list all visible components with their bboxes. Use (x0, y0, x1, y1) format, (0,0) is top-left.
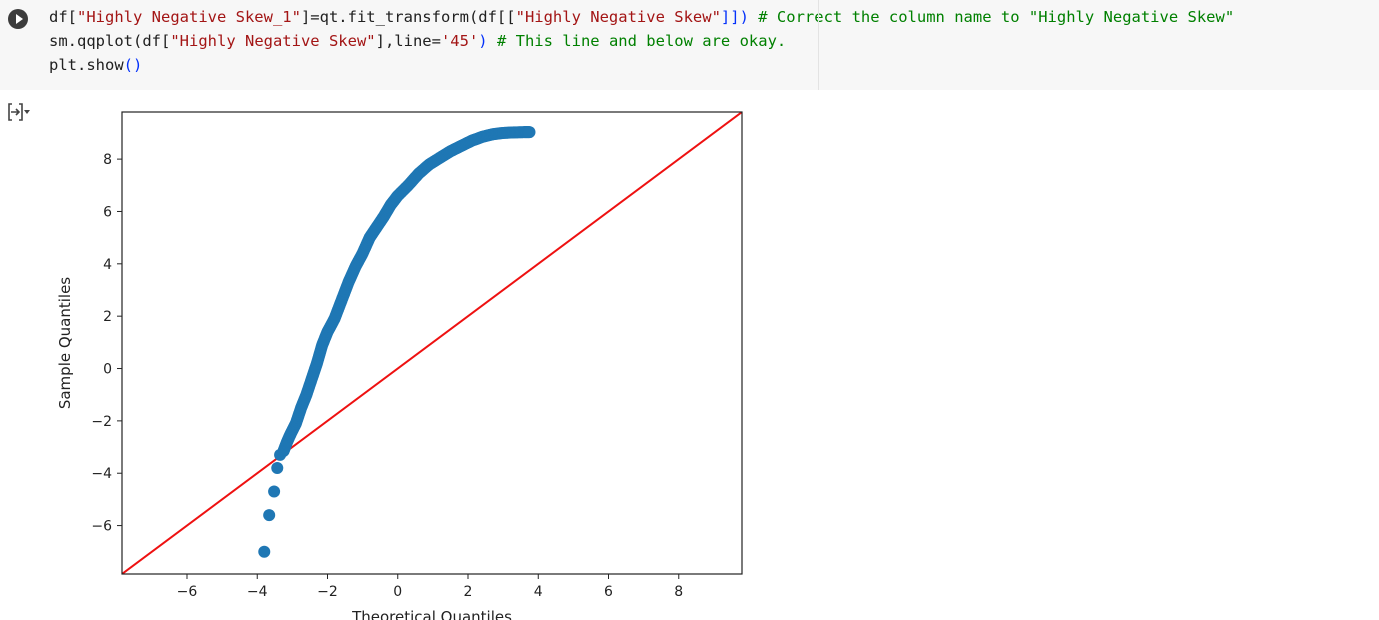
code-cell: df["Highly Negative Skew_1"]=qt.fit_tran… (0, 0, 1379, 90)
code-token: "Highly Negative Skew_1" (77, 8, 301, 26)
y-axis-label: Sample Quantiles (56, 277, 74, 409)
y-tick-label: 6 (103, 204, 112, 220)
code-token: "Highly Negative Skew" (515, 8, 721, 26)
x-tick-label: 6 (604, 584, 613, 600)
y-tick-label: 8 (103, 152, 112, 168)
x-tick-label: −2 (317, 584, 338, 600)
run-cell-button[interactable] (8, 9, 28, 29)
code-editor[interactable]: df["Highly Negative Skew_1"]=qt.fit_tran… (49, 5, 1234, 77)
y-tick-label: 0 (103, 362, 112, 378)
code-token: () (123, 56, 143, 74)
qq-point (268, 485, 281, 498)
plot-frame (121, 111, 743, 575)
qq-point (263, 509, 276, 522)
x-tick-label: −6 (177, 584, 198, 600)
code-line: df["Highly Negative Skew_1"]=qt.fit_tran… (49, 5, 1234, 29)
x-tick-label: 4 (534, 584, 543, 600)
y-tick-label: 2 (103, 309, 112, 325)
code-token: '45' (440, 32, 479, 50)
x-tick-label: 8 (674, 584, 683, 600)
code-line: sm.qqplot(df["Highly Negative Skew"],lin… (49, 29, 1234, 53)
qq-point (258, 545, 271, 558)
code-token: ]=qt.fit_transform(df[[ (300, 8, 516, 26)
code-token: df[ (49, 8, 77, 26)
code-token: ) (478, 32, 497, 50)
qq-point (523, 126, 536, 139)
editor-ruler (818, 0, 819, 90)
y-tick-label: 4 (103, 257, 112, 273)
code-token: # This line and below are okay. (496, 32, 787, 50)
code-token: ],line= (375, 32, 441, 50)
y-tick-label: −4 (91, 466, 112, 482)
x-tick-label: 0 (393, 584, 402, 600)
x-axis-label: Theoretical Quantiles (351, 608, 512, 620)
output-toggle-button[interactable] (4, 100, 32, 124)
reference-line-45 (122, 112, 742, 574)
y-tick-label: −6 (91, 519, 112, 535)
x-tick-label: −4 (247, 584, 268, 600)
code-token: # Correct the column name to "Highly Neg… (758, 8, 1235, 26)
qq-point (271, 461, 284, 474)
y-tick-label: −2 (91, 414, 112, 430)
collapse-output-icon (8, 103, 30, 121)
qq-plot: −6 −4 −2 0 2 4 6 8 −6 −4 −2 0 2 4 6 8 Theoretical Quan… (56, 111, 743, 620)
code-line: plt.show() (49, 53, 1234, 77)
code-token: ]]) (720, 8, 759, 26)
code-token: sm.qqplot(df[ (49, 32, 171, 50)
x-tick-label: 2 (464, 584, 473, 600)
code-token: "Highly Negative Skew" (170, 32, 376, 50)
code-token: plt.show (49, 56, 124, 74)
